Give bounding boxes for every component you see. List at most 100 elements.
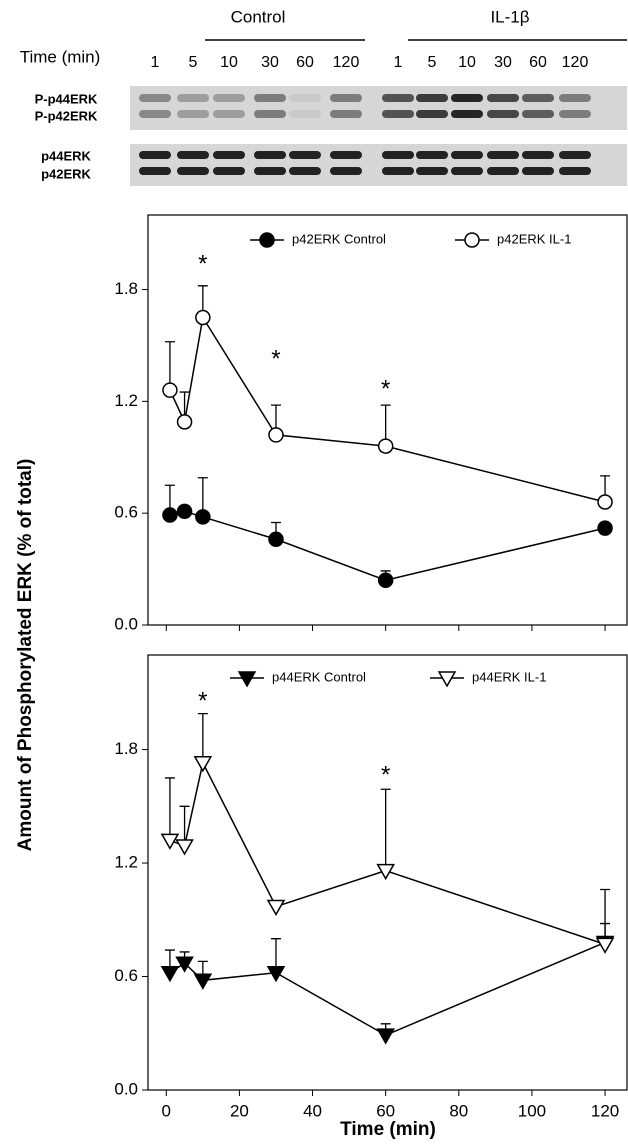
band (382, 94, 414, 102)
lane-label: 10 (220, 54, 238, 71)
band (289, 167, 321, 175)
lane-label: 1 (151, 54, 160, 71)
legend-label: p44ERK IL-1 (472, 669, 546, 684)
marker (163, 508, 177, 522)
band (139, 94, 171, 102)
figure: Control IL-1β Time (min) P-p44ERK P-p42E… (0, 0, 628, 1144)
band (254, 110, 286, 118)
y-axis-label: Amount of Phosphorylated ERK (% of total… (15, 459, 36, 852)
lane-label: 5 (428, 54, 437, 71)
band (254, 94, 286, 102)
annotation: * (271, 346, 280, 373)
band (416, 94, 448, 102)
band-label: p42ERK (41, 166, 91, 181)
marker (269, 428, 283, 442)
marker (163, 383, 177, 397)
y-tick-label: 0.0 (114, 614, 138, 633)
band (330, 167, 362, 175)
band (177, 151, 209, 159)
group-label: Control (231, 7, 286, 26)
x-axis-label: Time (min) (340, 1119, 436, 1140)
band (559, 94, 591, 102)
marker (268, 901, 284, 915)
band (416, 167, 448, 175)
y-tick-label: 0.6 (114, 503, 138, 522)
x-tick-label: 120 (591, 1101, 619, 1120)
annotation: * (381, 376, 390, 403)
marker (378, 1029, 394, 1043)
band (382, 110, 414, 118)
marker (598, 521, 612, 535)
band (451, 167, 483, 175)
legend-label: p42ERK Control (292, 231, 386, 246)
legend-label: p44ERK Control (272, 669, 366, 684)
band (559, 167, 591, 175)
marker (162, 967, 178, 981)
band (330, 151, 362, 159)
lane-label: 1 (394, 54, 403, 71)
error-bar (381, 789, 391, 870)
band (416, 110, 448, 118)
marker (178, 504, 192, 518)
band (487, 151, 519, 159)
y-tick-label: 1.8 (114, 739, 138, 758)
band (451, 94, 483, 102)
lane-label: 5 (189, 54, 198, 71)
error-bar (165, 778, 175, 840)
y-tick-label: 1.8 (114, 279, 138, 298)
series-line (170, 942, 605, 1035)
band (522, 110, 554, 118)
marker (195, 974, 211, 988)
band (213, 94, 245, 102)
band (487, 167, 519, 175)
band-label: p44ERK (41, 148, 91, 163)
band (213, 151, 245, 159)
x-tick-label: 40 (303, 1101, 322, 1120)
marker (196, 311, 210, 325)
marker (196, 510, 210, 524)
band (213, 167, 245, 175)
y-tick-label: 1.2 (114, 853, 138, 872)
lane-label: 60 (296, 54, 314, 71)
x-tick-label: 60 (376, 1101, 395, 1120)
band-label: P-p42ERK (35, 108, 98, 123)
blot-phospho (130, 86, 627, 130)
x-tick-label: 0 (162, 1101, 171, 1120)
marker (439, 672, 455, 686)
marker (379, 439, 393, 453)
time-label: Time (min) (20, 47, 101, 66)
blot-total (130, 144, 627, 186)
y-tick-label: 0.6 (114, 966, 138, 985)
lane-label: 120 (333, 54, 360, 71)
legend-label: p42ERK IL-1 (497, 231, 571, 246)
band (451, 110, 483, 118)
lane-label: 30 (261, 54, 279, 71)
band (522, 94, 554, 102)
band (382, 151, 414, 159)
error-bar (198, 714, 208, 763)
x-tick-label: 20 (230, 1101, 249, 1120)
band (254, 167, 286, 175)
band (139, 167, 171, 175)
marker (465, 233, 479, 247)
marker (260, 233, 274, 247)
y-tick-label: 0.0 (114, 1079, 138, 1098)
lane-label: 60 (529, 54, 547, 71)
group-label: IL-1β (490, 7, 529, 26)
marker (598, 495, 612, 509)
x-tick-label: 100 (518, 1101, 546, 1120)
band (559, 110, 591, 118)
lane-label: 120 (562, 54, 589, 71)
marker (239, 672, 255, 686)
band (177, 94, 209, 102)
marker (195, 757, 211, 771)
annotation: * (381, 761, 390, 788)
marker (269, 532, 283, 546)
x-tick-label: 80 (449, 1101, 468, 1120)
band (330, 94, 362, 102)
band (177, 110, 209, 118)
band (330, 110, 362, 118)
lane-label: 30 (494, 54, 512, 71)
series-line (170, 318, 605, 503)
marker (162, 834, 178, 848)
